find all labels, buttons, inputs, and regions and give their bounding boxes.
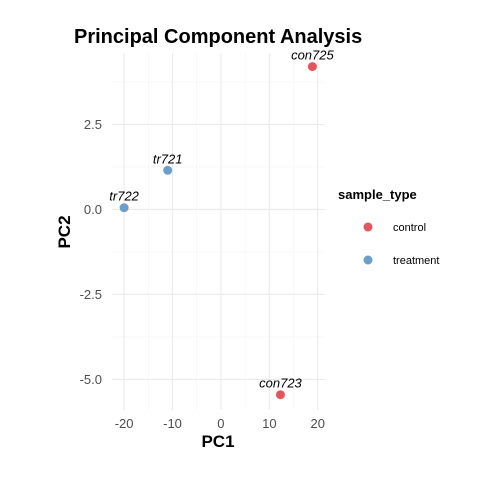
legend-title: sample_type bbox=[338, 187, 417, 202]
x-axis-title: PC1 bbox=[201, 432, 234, 451]
x-tick-label: 20 bbox=[311, 416, 325, 431]
legend: sample_type control treatment bbox=[338, 187, 439, 267]
legend-key-control bbox=[363, 222, 373, 232]
chart-title: Principal Component Analysis bbox=[74, 26, 362, 48]
y-axis-title: PC2 bbox=[55, 215, 74, 248]
data-point-tr721 bbox=[163, 165, 173, 175]
y-tick-label: -2.5 bbox=[80, 287, 102, 302]
data-point-tr722 bbox=[119, 203, 129, 213]
legend-key-treatment bbox=[363, 255, 373, 265]
plot-grid bbox=[112, 53, 325, 410]
data-points: con725 tr721 tr722 con723 bbox=[109, 48, 335, 400]
data-point-con723 bbox=[275, 390, 285, 400]
x-tick-label: 10 bbox=[262, 416, 276, 431]
x-tick-label: 0 bbox=[217, 416, 224, 431]
data-point-con725 bbox=[307, 62, 317, 72]
x-tick-label: -20 bbox=[115, 416, 134, 431]
legend-label-control: control bbox=[393, 222, 426, 234]
point-label-tr721: tr721 bbox=[153, 151, 183, 166]
legend-label-treatment: treatment bbox=[393, 255, 439, 267]
point-label-tr722: tr722 bbox=[109, 189, 139, 204]
point-label-con723: con723 bbox=[259, 376, 302, 391]
x-tick-label: -10 bbox=[163, 416, 182, 431]
y-tick-label: -5.0 bbox=[80, 372, 102, 387]
y-tick-label: 2.5 bbox=[84, 117, 102, 132]
point-label-con725: con725 bbox=[291, 48, 334, 63]
axis-ticks: -20 -10 0 10 20 2.5 0.0 -2.5 -5.0 bbox=[80, 117, 325, 431]
y-tick-label: 0.0 bbox=[84, 202, 102, 217]
